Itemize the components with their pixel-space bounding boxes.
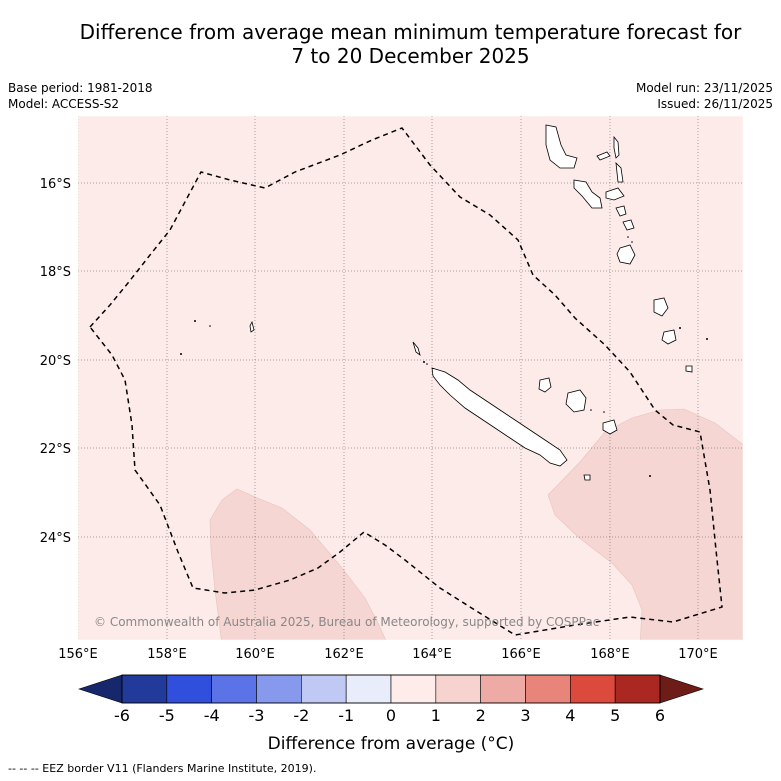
colorbar-tick: -1 <box>338 706 354 725</box>
belep-island <box>412 341 421 357</box>
lon-label: 164°E <box>412 647 452 662</box>
colorbar-tick: -6 <box>114 706 130 725</box>
meta-right: Model run: 23/11/2025 Issued: 26/11/2025 <box>636 80 773 112</box>
lat-label: 18°S <box>40 265 71 280</box>
colorbar-tick: 1 <box>431 706 441 725</box>
issued-date: Issued: 26/11/2025 <box>657 97 773 111</box>
lat-label: 16°S <box>40 177 71 192</box>
lon-label: 162°E <box>324 647 364 662</box>
matthew-island <box>685 365 693 373</box>
colorbar-cell <box>435 674 481 704</box>
ambae-island <box>596 151 611 161</box>
colorbar-tick: 6 <box>655 706 665 725</box>
colorbar-cell <box>121 674 168 704</box>
eez-legend-note: -- -- -- EEZ border V11 (Flanders Marine… <box>8 762 317 775</box>
colorbar-cell <box>256 674 302 704</box>
base-period: Base period: 1981-2018 <box>8 81 153 95</box>
colorbar-cell <box>390 674 437 704</box>
colorbar-label: Difference from average (°C) <box>268 734 515 754</box>
colorbar-tick: -4 <box>204 706 220 725</box>
colorbar-tick: 5 <box>610 706 620 725</box>
erromango-island <box>616 244 636 265</box>
colorbar-extend-high <box>659 674 704 704</box>
epi-island <box>615 205 627 217</box>
chart-title: Difference from average mean minimum tem… <box>0 20 781 68</box>
lifou-island <box>565 389 587 413</box>
colorbar-ticks: -6 -5 -4 -3 -2 -1 0 1 2 3 4 5 6 <box>114 706 665 725</box>
small-islets <box>180 236 708 477</box>
lon-label: 166°E <box>501 647 541 662</box>
colorbar-cell <box>614 674 661 704</box>
land-masses <box>249 124 693 481</box>
colorbar-cell <box>525 674 571 704</box>
colorbar-cell <box>211 674 257 704</box>
colorbar-tick: -2 <box>293 706 309 725</box>
pentecost-island <box>615 161 624 183</box>
gridlines <box>78 116 743 640</box>
lat-label: 20°S <box>40 354 71 369</box>
lon-label: 158°E <box>147 647 187 662</box>
efate-island <box>622 219 635 231</box>
colorbar-extend-low <box>78 674 123 704</box>
colorbar-tick: 0 <box>386 706 396 725</box>
colorbar-cell <box>480 674 526 704</box>
aneityum-island <box>661 329 677 345</box>
meta-left: Base period: 1981-2018 Model: ACCESS-S2 <box>8 80 153 112</box>
colorbar-tick: 3 <box>520 706 530 725</box>
colorbar-cell <box>345 674 392 704</box>
colorbar-tick: 4 <box>565 706 575 725</box>
chesterfield-island <box>249 320 255 333</box>
ambrym-island <box>605 187 625 201</box>
mare-island <box>602 419 618 435</box>
title-line-2: 7 to 20 December 2025 <box>291 44 530 68</box>
model-name: Model: ACCESS-S2 <box>8 97 120 111</box>
lon-label: 160°E <box>235 647 275 662</box>
colorbar-cell <box>301 674 347 704</box>
lat-label: 24°S <box>40 531 71 546</box>
espiritu-santo-island <box>545 124 578 169</box>
colorbar-tick: -3 <box>249 706 265 725</box>
colorbar-cell <box>166 674 212 704</box>
lon-label: 168°E <box>590 647 630 662</box>
warm-anomaly-region-southwest <box>209 488 387 640</box>
model-run: Model run: 23/11/2025 <box>635 81 773 95</box>
walpole-island <box>583 474 591 481</box>
lat-labels: 16°S 18°S 20°S 22°S 24°S <box>40 177 71 546</box>
warm-anomaly-region-east <box>547 408 743 640</box>
colorbar-cell <box>570 674 616 704</box>
colorbar-tick: 2 <box>476 706 486 725</box>
copyright-notice: © Commonwealth of Australia 2025, Bureau… <box>94 615 599 629</box>
colorbar-tick: -5 <box>159 706 175 725</box>
colorbar: -6 -5 -4 -3 -2 -1 0 1 2 3 4 5 6 Differen… <box>78 674 704 754</box>
ouvea-island <box>538 377 552 393</box>
maewo-island <box>613 135 620 159</box>
tanna-island <box>653 297 669 317</box>
lon-label: 170°E <box>678 647 718 662</box>
malekula-island <box>573 179 603 209</box>
new-caledonia-main-island <box>431 367 568 467</box>
lon-label: 156°E <box>58 647 98 662</box>
lon-labels: 156°E 158°E 160°E 162°E 164°E 166°E 168°… <box>58 647 718 662</box>
eez-border <box>89 127 723 636</box>
lat-label: 22°S <box>40 442 71 457</box>
title-line-1: Difference from average mean minimum tem… <box>79 20 742 44</box>
